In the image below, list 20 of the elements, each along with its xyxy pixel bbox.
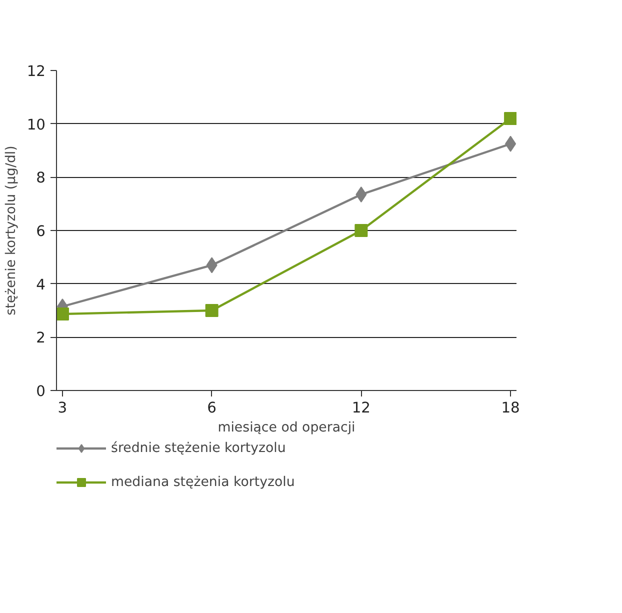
legend-label: mediana stężenia kortyzolu bbox=[111, 474, 295, 490]
y-tick-label: 8 bbox=[36, 170, 46, 187]
point bbox=[504, 112, 516, 125]
y-tick-label: 12 bbox=[26, 63, 46, 80]
y-tick-label: 10 bbox=[26, 116, 46, 134]
point bbox=[56, 307, 69, 320]
y-tick-label: 2 bbox=[36, 330, 46, 347]
x-axis-title: miesiące od operacji bbox=[218, 420, 356, 436]
x-tick-label: 3 bbox=[58, 400, 68, 416]
y-tick-label: 4 bbox=[36, 276, 46, 294]
y-tick-label: 6 bbox=[36, 223, 46, 240]
point bbox=[354, 224, 368, 237]
x-tick-label: 18 bbox=[501, 400, 520, 416]
legend-label: średnie stężenie kortyzolu bbox=[111, 440, 286, 456]
x-tick-label: 12 bbox=[352, 400, 371, 416]
y-axis-title: stężenie kortyzolu (µg/dl) bbox=[4, 146, 19, 316]
x-tick-label: 6 bbox=[207, 400, 216, 416]
point bbox=[205, 304, 218, 317]
y-tick-label: 0 bbox=[36, 383, 46, 400]
point bbox=[356, 186, 367, 202]
